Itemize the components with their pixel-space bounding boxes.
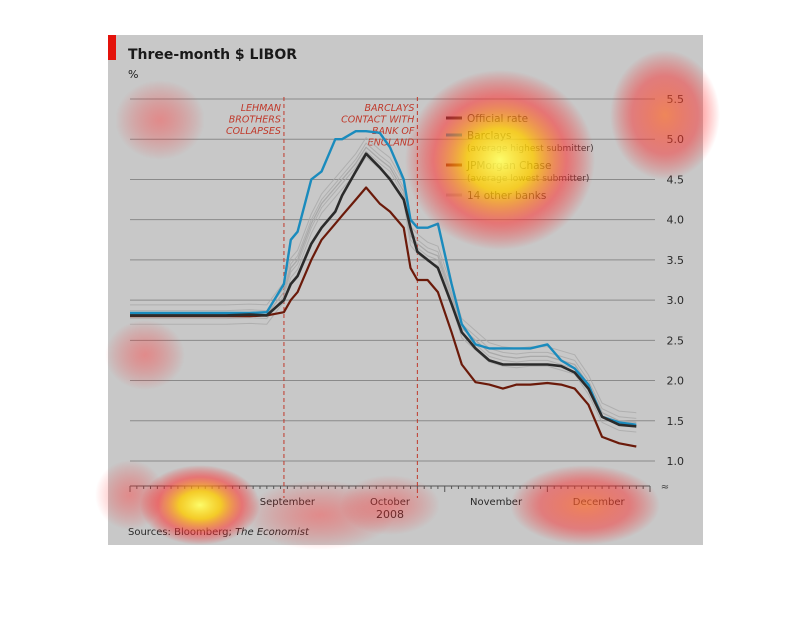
legend-label: Barclays bbox=[467, 130, 512, 142]
y-tick-label: 5.0 bbox=[667, 133, 685, 146]
legend-label: Official rate bbox=[467, 113, 528, 125]
legend-label: JPMorgan Chase bbox=[466, 160, 552, 172]
y-tick-label: 2.5 bbox=[667, 334, 685, 347]
x-month-label: November bbox=[470, 497, 523, 508]
event-annotation: BROTHERS bbox=[229, 115, 281, 126]
series-14-other-banks-band bbox=[130, 142, 637, 419]
event-annotation: BARCLAYS bbox=[364, 103, 414, 114]
x-month-label: October bbox=[370, 497, 411, 508]
y-tick-label: 1.0 bbox=[667, 455, 685, 468]
legend-sublabel: (average highest submitter) bbox=[467, 144, 594, 154]
y-tick-label: 3.0 bbox=[667, 294, 685, 307]
series-14-other-banks-band bbox=[130, 156, 637, 433]
y-tick-label: 1.5 bbox=[667, 415, 685, 428]
event-annotation: COLLAPSES bbox=[226, 126, 281, 137]
event-annotation: BANK OF bbox=[372, 126, 415, 137]
axis-break-icon: ≈ bbox=[661, 482, 669, 493]
x-axis-label: 2008 bbox=[376, 508, 404, 521]
event-annotation: ENGLAND bbox=[368, 138, 415, 149]
series-official-rate bbox=[130, 152, 637, 428]
y-tick-label: 4.5 bbox=[667, 173, 685, 186]
series-barclays bbox=[130, 130, 637, 426]
y-tick-label: 4.0 bbox=[667, 214, 685, 227]
series-jpmorgan-chase bbox=[130, 186, 637, 448]
x-month-label: December bbox=[573, 497, 626, 508]
brand-accent-bar bbox=[108, 35, 116, 60]
legend-sublabel: (average lowest submitter) bbox=[467, 174, 589, 184]
chart-title: Three-month $ LIBOR bbox=[128, 47, 298, 63]
x-month-label: September bbox=[260, 497, 316, 508]
event-annotation: LEHMAN bbox=[241, 103, 281, 114]
series-14-other-banks bbox=[130, 146, 637, 424]
y-unit-label: % bbox=[128, 68, 139, 81]
y-tick-label: 3.5 bbox=[667, 254, 685, 267]
y-tick-label: 2.0 bbox=[667, 375, 685, 388]
y-tick-label: 5.5 bbox=[667, 93, 685, 106]
event-annotation: CONTACT WITH bbox=[341, 115, 414, 126]
legend-label: 14 other banks bbox=[467, 190, 546, 202]
